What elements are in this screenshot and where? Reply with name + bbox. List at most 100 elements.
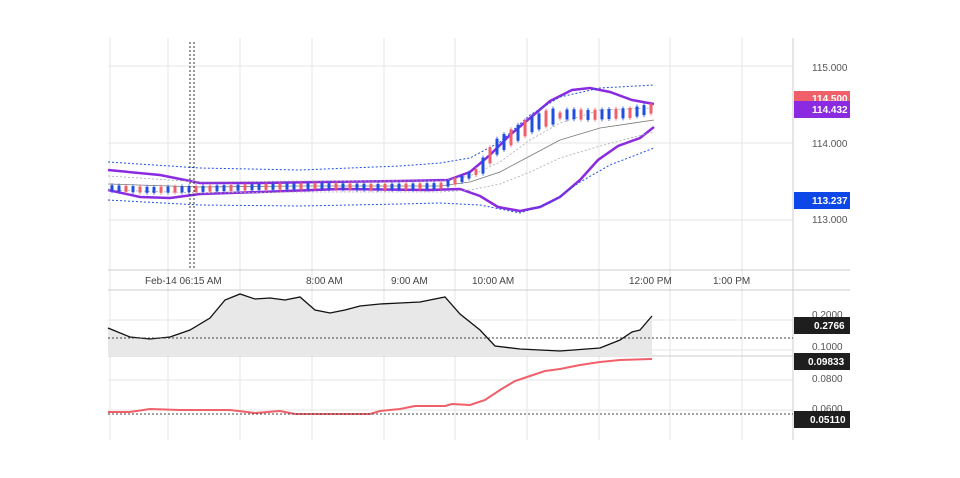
outer-band-upper — [107, 84, 655, 171]
candle-body — [362, 183, 366, 190]
ind1-area — [108, 294, 652, 356]
candle-body — [376, 183, 380, 190]
ind2-tick-008: 0.0800 — [812, 374, 843, 385]
candle-body — [621, 108, 625, 119]
price-badge-red-label: 114.500 — [812, 94, 848, 105]
inner-band-1 — [107, 119, 655, 188]
candle-body — [614, 108, 618, 119]
candle-body — [453, 178, 457, 185]
candle-body — [334, 183, 338, 190]
candle-body — [544, 110, 548, 127]
candle-body — [495, 138, 499, 155]
candle-body — [635, 106, 639, 117]
candle-body — [299, 183, 303, 190]
price-badge-purple-label: 114.432 — [812, 105, 848, 116]
candle-body — [236, 184, 240, 191]
candle-body — [369, 183, 373, 190]
candle-body — [180, 186, 184, 193]
price-badge-blue-label: 113.237 — [812, 196, 848, 207]
y-tick-113: 113.000 — [812, 215, 848, 226]
candle-body — [642, 105, 646, 116]
candle-body — [138, 186, 142, 193]
candle-body — [187, 186, 191, 193]
ind2-value-badge-bottom — [794, 411, 850, 428]
candle-body — [551, 108, 555, 125]
x-tick-0800: 8:00 AM — [306, 276, 343, 287]
candle-body — [348, 183, 352, 190]
x-tick-1200: 12:00 PM — [629, 276, 672, 287]
candle-body — [502, 134, 506, 150]
candle-body — [285, 183, 289, 190]
candle-body — [607, 109, 611, 120]
inner-band-2 — [107, 131, 655, 194]
axes — [107, 38, 850, 440]
candle-body — [292, 183, 296, 190]
candle-body — [208, 185, 212, 192]
candle-body — [593, 109, 597, 120]
candle-body — [229, 184, 233, 191]
candle-body — [110, 185, 114, 192]
x-tick-0900: 9:00 AM — [391, 276, 428, 287]
candle-body — [460, 176, 464, 182]
price-bands — [107, 84, 655, 214]
candle-body — [488, 147, 492, 164]
price-badge-purple — [794, 101, 850, 118]
candle-body — [628, 108, 632, 118]
x-tick-1300: 1:00 PM — [713, 276, 750, 287]
candle-body — [558, 112, 562, 119]
candle-body — [243, 184, 247, 191]
candle-body — [194, 186, 198, 193]
candle-body — [600, 109, 604, 120]
x-tick-1000: 10:00 AM — [472, 276, 514, 287]
ind2-value-badge-top — [794, 353, 850, 370]
outer-band-lower — [107, 147, 655, 214]
candle-body — [418, 183, 422, 190]
ind2-line — [108, 358, 653, 415]
ind2-value-badge-top-label: 0.09833 — [808, 357, 845, 368]
candle-body — [222, 185, 226, 192]
candle-body — [516, 124, 520, 141]
y-tick-115: 115.000 — [812, 63, 848, 74]
candle-body — [355, 183, 359, 190]
candle-body — [306, 183, 310, 190]
candle-body — [586, 109, 590, 120]
candle-body — [467, 172, 471, 179]
candle-body — [320, 183, 324, 190]
candle-body — [530, 116, 534, 133]
ind1-value-badge-label: 0.2766 — [814, 321, 845, 332]
candle-body — [425, 183, 429, 190]
candle-body — [271, 183, 275, 190]
ind2-value-badge-bottom-label: 0.05110 — [810, 415, 846, 426]
ind1-tick-02: 0.2000 — [812, 310, 843, 321]
candle-body — [201, 185, 205, 192]
candle-body — [523, 120, 527, 137]
candle-body — [131, 186, 135, 193]
candle-body — [159, 186, 163, 193]
candle-body — [537, 113, 541, 130]
candle-body — [173, 186, 177, 193]
candle-body — [117, 185, 121, 192]
candle-body — [264, 183, 268, 190]
candle-body — [481, 157, 485, 174]
candle-body — [257, 184, 261, 191]
candle-body — [390, 183, 394, 190]
candle-body — [341, 183, 345, 190]
candle-body — [327, 183, 331, 190]
ind1-tick-01: 0.1000 — [812, 342, 843, 353]
candle-body — [383, 183, 387, 190]
candle-body — [432, 183, 436, 190]
y-tick-114: 114.000 — [812, 139, 848, 150]
candle-body — [474, 169, 478, 175]
ind1-value-badge — [794, 317, 850, 334]
candle-body — [411, 183, 415, 190]
candle-body — [397, 183, 401, 190]
candle-body — [439, 182, 443, 189]
candle-body — [215, 185, 219, 192]
candle-body — [278, 183, 282, 190]
ind2-tick-006: 0.0600 — [812, 404, 843, 415]
candle-body — [145, 186, 149, 193]
candle-body — [250, 184, 254, 191]
candle-body — [446, 180, 450, 187]
candle-body — [565, 109, 569, 120]
